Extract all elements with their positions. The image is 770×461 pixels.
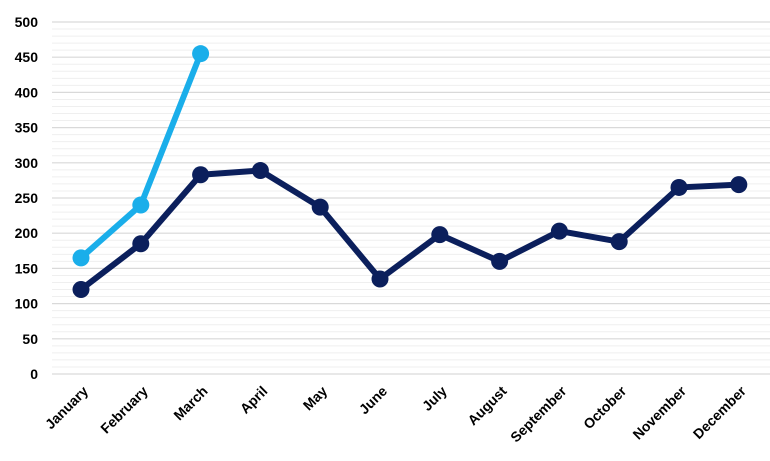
x-tick-label: June [356, 383, 391, 418]
y-tick-label: 400 [15, 84, 39, 100]
x-tick-label: August [464, 383, 510, 429]
x-tick-label: September [507, 382, 570, 445]
y-tick-label: 100 [15, 296, 39, 312]
series-line [78, 167, 742, 293]
data-point [192, 166, 210, 184]
data-point [311, 198, 329, 216]
data-point [550, 222, 568, 240]
y-tick-label: 350 [15, 120, 39, 136]
y-tick-label: 0 [30, 366, 38, 382]
y-tick-label: 200 [15, 225, 39, 241]
grid-lines [52, 21, 770, 375]
x-tick-label: July [419, 383, 450, 414]
x-tick-label: March [170, 383, 210, 423]
data-series [72, 45, 748, 299]
data-point [431, 226, 449, 244]
y-tick-label: 50 [22, 331, 38, 347]
x-tick-label: January [42, 383, 91, 432]
data-point [371, 270, 389, 288]
x-tick-label: May [300, 383, 331, 414]
x-tick-label: October [580, 382, 630, 432]
data-point [192, 45, 210, 63]
y-axis: 0 50 100 150 200 250 300 350 400 450 500 [15, 14, 39, 382]
y-tick-label: 300 [15, 155, 39, 171]
data-point [251, 162, 269, 180]
data-point [491, 252, 509, 270]
data-point [132, 196, 150, 214]
x-tick-label: February [97, 383, 151, 437]
y-tick-label: 500 [15, 14, 39, 30]
x-tick-label: April [237, 383, 271, 417]
y-tick-label: 150 [15, 260, 39, 276]
series-1 [72, 162, 748, 299]
data-point [730, 176, 748, 194]
series-2 [72, 45, 210, 267]
y-tick-label: 250 [15, 190, 39, 206]
data-point [72, 281, 90, 299]
y-tick-label: 450 [15, 49, 39, 65]
data-point [72, 249, 90, 267]
x-tick-label: December [690, 382, 750, 442]
data-point [132, 235, 150, 253]
x-tick-label: November [629, 382, 689, 442]
data-point [670, 178, 688, 196]
data-point [610, 233, 628, 251]
x-axis: January February March April May June July Augu… [42, 382, 749, 445]
